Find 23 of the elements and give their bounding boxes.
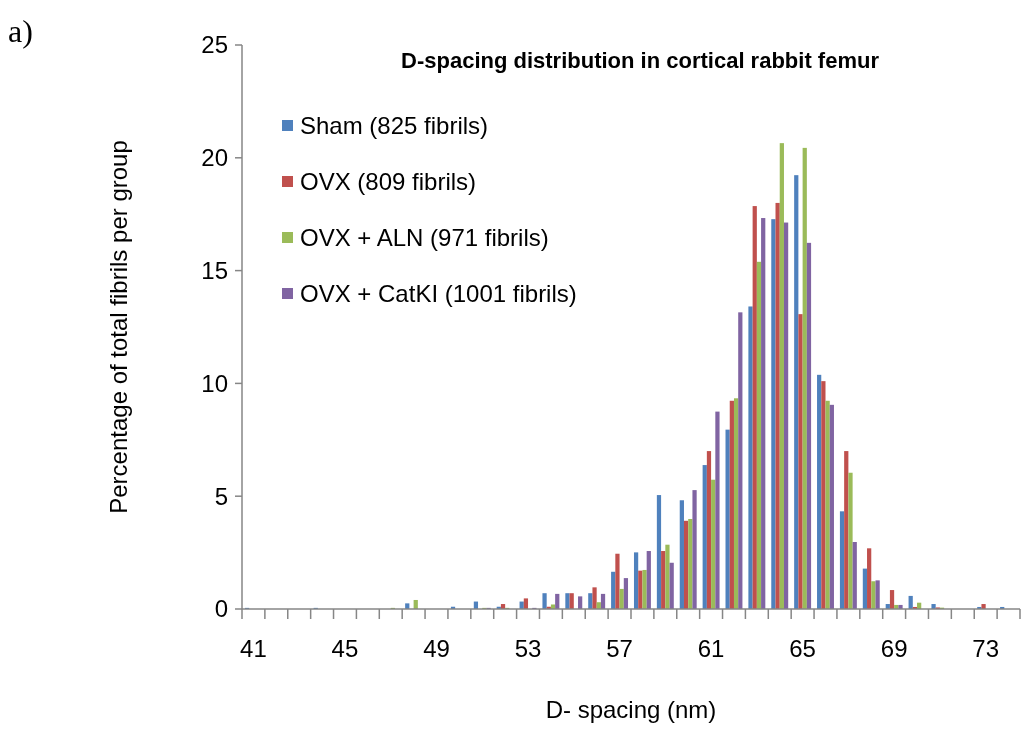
legend-label: OVX (809 fibrils)	[300, 168, 477, 196]
chart-title: D-spacing distribution in cortical rabbit femur	[401, 48, 880, 73]
x-tick-label: 49	[423, 635, 450, 662]
legend-label: Sham (825 fibrils)	[300, 112, 489, 140]
x-tick-label: 61	[697, 635, 725, 662]
y-tick-label: 5	[214, 482, 228, 510]
y-tick-label: 10	[201, 369, 228, 397]
legend-label: OVX + CatKI (1001 fibrils)	[300, 280, 577, 308]
y-tick-label: 20	[201, 144, 228, 172]
x-tick-label: 57	[606, 635, 633, 662]
x-axis-title: D- spacing (nm)	[545, 696, 717, 723]
x-tick-label: 69	[880, 635, 908, 662]
legend-label: OVX + ALN (971 fibrils)	[300, 224, 549, 252]
y-tick-label: 25	[201, 31, 228, 59]
y-tick-label: 0	[214, 595, 228, 623]
y-axis-title: Percentage of total fibrils per group	[105, 140, 132, 514]
x-tick-label: 73	[972, 635, 1000, 662]
x-tick-label: 41	[240, 635, 267, 662]
x-tick-label: 45	[331, 635, 359, 662]
text: a)	[8, 13, 33, 49]
y-tick-label: 15	[201, 257, 228, 284]
x-tick-label: 53	[514, 635, 542, 662]
x-tick-label: 65	[789, 635, 816, 662]
